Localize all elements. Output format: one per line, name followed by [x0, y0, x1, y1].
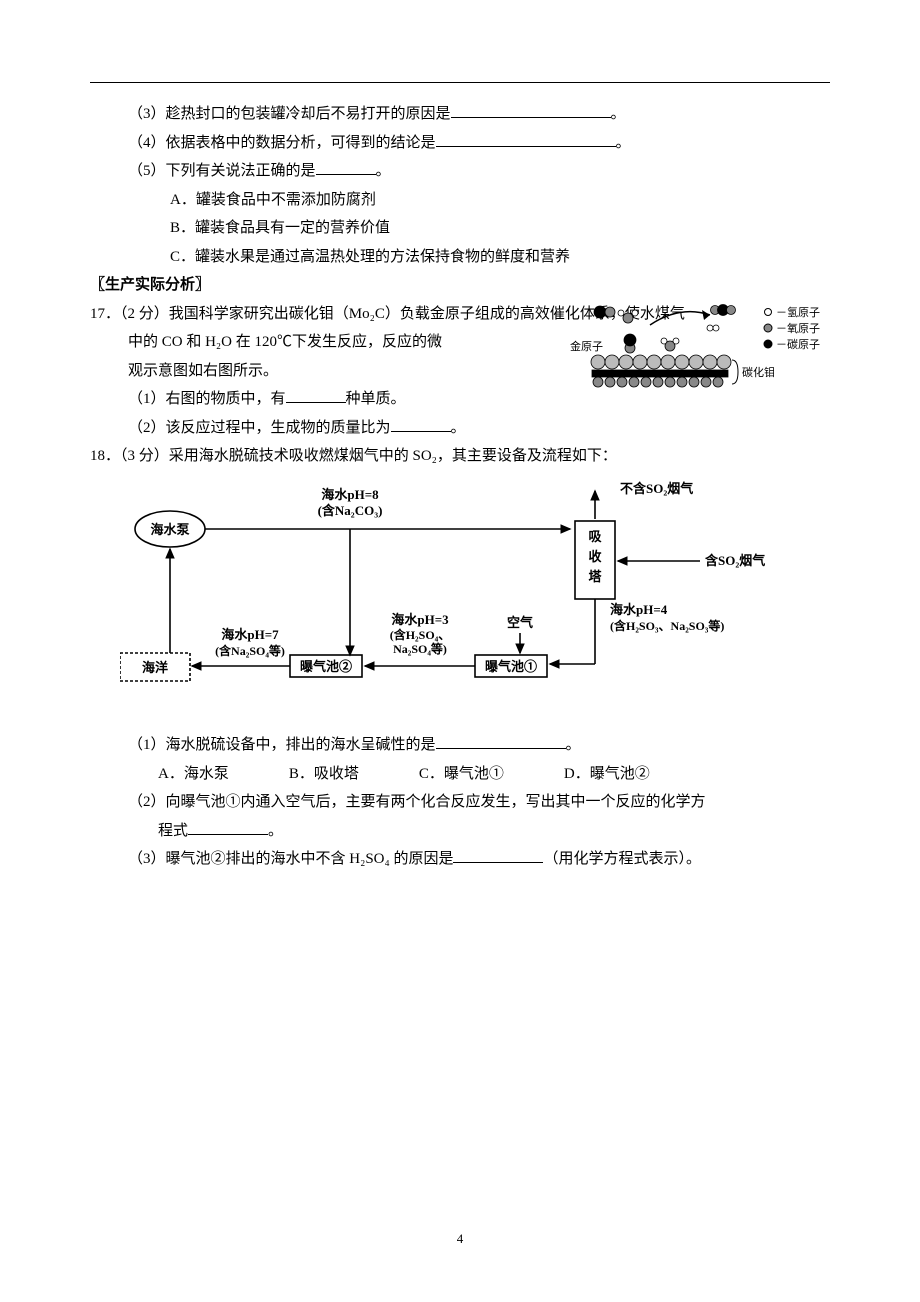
blank — [436, 732, 566, 750]
q18-p2a: （2）向曝气池①内通入空气后，主要有两个化合反应发生，写出其中一个反应的化学方 — [90, 788, 830, 817]
q18-p3a: （3）曝气池②排出的海水中不含 H₂SO₄ 的原因是 — [128, 851, 453, 867]
ph3a: 海水pH=3 — [391, 612, 449, 627]
svg-text:吸: 吸 — [588, 529, 602, 544]
pond1: 曝气池① — [485, 659, 537, 674]
q16-4: （4）依据表格中的数据分析，可得到的结论是 。 — [90, 129, 830, 158]
q16-3: （3）趁热封口的包装罐冷却后不易打开的原因是 。 — [90, 100, 830, 129]
q18-head: 18．（3 分）采用海水脱硫技术吸收燃煤烟气中的 SO₂，其主要设备及流程如下： — [90, 442, 830, 471]
svg-text:塔: 塔 — [588, 569, 602, 584]
q16-optB: B．罐装食品具有一定的营养价值 — [90, 214, 830, 243]
blank — [391, 414, 451, 432]
q17-p2b: 。 — [451, 420, 466, 436]
q17: 17．（2 分）我国科学家研究出碳化钼（Mo₂C）负载金原子组成的高效催化体系，… — [90, 300, 830, 443]
q17-p2: （2）该反应过程中，生成物的质量比为 。 — [90, 414, 830, 443]
content-area: （3）趁热封口的包装罐冷却后不易打开的原因是。 （4）依据表格中的数据分析，可得… — [90, 100, 830, 874]
header-rule — [90, 82, 830, 83]
ph7b: (含Na₂SO₄等) — [215, 643, 285, 658]
legend-gold: 金原子 — [570, 339, 603, 353]
q18-p2b-b: 。 — [268, 823, 283, 839]
legend-moc: 碳化钼 — [742, 365, 775, 379]
blank — [436, 129, 616, 147]
ph8a: 海水pH=8 — [321, 487, 379, 502]
q16-3-text: （3）趁热封口的包装罐冷却后不易打开的原因是 — [128, 106, 451, 122]
ph4b: (含H₂SO₃、Na₂SO₃等) — [610, 618, 724, 633]
pump-label: 海水泵 — [150, 522, 189, 537]
q16-4-text: （4）依据表格中的数据分析，可得到的结论是 — [128, 135, 436, 151]
q18-options: A．海水泵 B．吸收塔 C．曝气池① D．曝气池② — [90, 760, 830, 789]
pond2: 曝气池② — [300, 659, 352, 674]
svg-text:收: 收 — [588, 549, 602, 564]
q17-diagram: －氢原子 －氧原子 －碳原子 金原子 碳化钼 — [570, 300, 830, 410]
q16-optC: C．罐装水果是通过高温热处理的方法保持食物的鲜度和营养 — [90, 243, 830, 272]
blank — [316, 158, 376, 176]
legend-o: －氧原子 — [776, 321, 820, 335]
q17-p2a: （2）该反应过程中，生成物的质量比为 — [128, 420, 391, 436]
q17-p1a: （1）右图的物质中，有 — [128, 391, 286, 407]
q16-3-tail: 。 — [611, 106, 626, 122]
q18-p3b: （用化学方程式表示）。 — [543, 851, 701, 867]
blank — [188, 817, 268, 835]
q18-p1a: （1）海水脱硫设备中，排出的海水呈碱性的是 — [128, 737, 436, 753]
q18-p2b: 程式 。 — [90, 817, 830, 846]
q16-optA: A．罐装食品中不需添加防腐剂 — [90, 186, 830, 215]
blank — [451, 101, 611, 119]
blank — [453, 846, 543, 864]
ph4a: 海水pH=4 — [610, 602, 668, 617]
q18-p2b-a: 程式 — [158, 823, 188, 839]
ph8b: (含Na₂CO₃) — [318, 503, 383, 518]
so2out: 不含SO₂烟气 — [620, 481, 693, 496]
legend-c: －碳原子 — [776, 337, 820, 351]
ocean: 海洋 — [142, 660, 168, 675]
q18-optB: B．吸收塔 — [289, 760, 359, 789]
q17-p1b: 种单质。 — [346, 391, 406, 407]
q18-optC: C．曝气池① — [419, 760, 504, 789]
q18-p1b: 。 — [566, 737, 581, 753]
so2in: 含SO₂烟气 — [704, 553, 765, 568]
q16-5-text: （5）下列有关说法正确的是 — [128, 163, 316, 179]
ph3c: Na₂SO₄等) — [393, 641, 447, 656]
catalyst-bed — [591, 355, 731, 387]
q16-4-tail: 。 — [616, 135, 631, 151]
blank — [286, 386, 346, 404]
page-number: 4 — [0, 1227, 920, 1252]
q18-p3: （3）曝气池②排出的海水中不含 H₂SO₄ 的原因是 （用化学方程式表示）。 — [90, 845, 830, 874]
section-production: 〖生产实际分析〗 — [90, 271, 830, 300]
q18-optD: D．曝气池② — [564, 760, 650, 789]
ph7a: 海水pH=7 — [221, 627, 279, 642]
q16-5: （5）下列有关说法正确的是 。 — [90, 157, 830, 186]
air: 空气 — [507, 615, 533, 630]
ph3b: (含H₂SO₄、 — [390, 627, 451, 642]
q16-5-tail: 。 — [376, 163, 391, 179]
q18-p1: （1）海水脱硫设备中，排出的海水呈碱性的是 。 — [90, 731, 830, 760]
q18-diagram: 海水泵 海水pH=8 (含Na₂CO₃) 不含SO₂烟气 吸 收 塔 — [120, 479, 830, 720]
q18-optA: A．海水泵 — [158, 760, 229, 789]
legend-h: －氢原子 — [776, 305, 820, 319]
